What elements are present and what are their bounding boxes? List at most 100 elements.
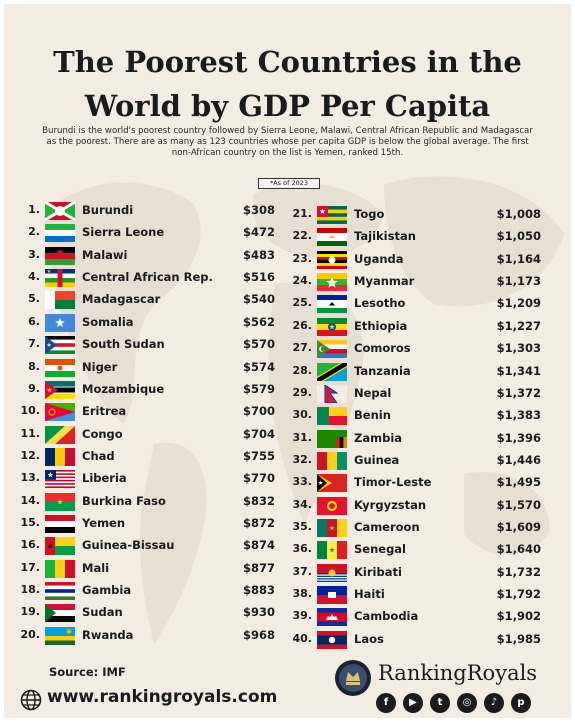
- tajikistan-flag: [317, 228, 347, 247]
- nepal-flag: [317, 384, 347, 403]
- country-name: Burkina Faso: [82, 493, 166, 508]
- rank-number: 6.: [28, 314, 40, 328]
- timor-leste-flag: [317, 474, 347, 493]
- youtube-icon[interactable]: ▶: [403, 693, 423, 713]
- table-row: 16. Guinea-Bissau $874: [18, 536, 275, 556]
- country-name: Lesotho: [354, 296, 406, 311]
- table-row: 20. Rwanda $968: [18, 626, 275, 646]
- rank-number: 25.: [292, 296, 313, 310]
- rank-number: 30.: [292, 408, 313, 422]
- table-row: 5. Madagascar $540: [18, 290, 275, 310]
- guinea-bissau-flag: [45, 537, 75, 556]
- table-row: 21. Togo $1,008: [290, 205, 541, 225]
- eritrea-flag: [45, 403, 75, 422]
- table-row: 9. Mozambique $579: [18, 380, 275, 400]
- gdp-value: $1,792: [496, 587, 541, 601]
- table-row: 27. Comoros $1,303: [290, 339, 541, 359]
- gdp-value: $872: [242, 515, 275, 530]
- country-name: Cambodia: [354, 609, 419, 624]
- table-row: 15. Yemen $872: [18, 514, 275, 534]
- rank-number: 2.: [28, 225, 40, 239]
- country-name: Ethiopia: [354, 318, 408, 333]
- mali-flag: [45, 559, 75, 578]
- lesotho-flag: [317, 295, 347, 314]
- south-sudan-flag: [45, 336, 75, 355]
- table-row: 33. Timor-Leste $1,495: [290, 473, 541, 493]
- rank-number: 9.: [28, 381, 40, 395]
- country-name: Sudan: [82, 605, 123, 620]
- benin-flag: [317, 407, 347, 426]
- as-of-badge: *As of 2023: [258, 178, 320, 189]
- country-name: Burundi: [82, 203, 134, 217]
- gdp-value: $1,227: [496, 318, 541, 333]
- tiktok-icon[interactable]: ♪: [484, 693, 504, 713]
- facebook-icon[interactable]: f: [376, 693, 396, 713]
- gdp-value: $1,732: [496, 564, 541, 579]
- rank-number: 4.: [28, 270, 40, 284]
- gdp-value: $1,341: [496, 363, 541, 378]
- source-note: Source: IMF: [49, 665, 126, 679]
- globe-icon: [20, 689, 42, 711]
- tanzania-flag: [317, 362, 347, 381]
- rank-number: 38.: [292, 587, 313, 600]
- table-row: 8. Niger $574: [18, 358, 275, 378]
- table-row: 34. Kyrgyzstan $1,570: [290, 496, 541, 516]
- country-name: Gambia: [82, 583, 132, 597]
- country-name: Congo: [82, 426, 123, 441]
- country-name: Togo: [354, 207, 385, 221]
- gdp-value: $1,570: [496, 497, 541, 512]
- comoros-flag: [317, 340, 347, 359]
- rwanda-flag: [45, 626, 75, 645]
- country-name: Timor-Leste: [354, 475, 432, 490]
- rank-number: 17.: [20, 560, 41, 574]
- brand-name: RankingRoyals: [378, 661, 538, 685]
- kyrgyzstan-flag: [317, 496, 347, 515]
- country-name: Laos: [354, 631, 384, 646]
- rank-number: 7.: [28, 337, 40, 351]
- table-row: 14. Burkina Faso $832: [18, 492, 275, 512]
- table-row: 28. Tanzania $1,341: [290, 362, 541, 382]
- ethiopia-flag: [317, 317, 347, 336]
- country-name: Kiribati: [354, 564, 402, 579]
- haiti-flag: [317, 586, 347, 604]
- country-name: Niger: [82, 359, 118, 374]
- table-row: 38. Haiti $1,792: [290, 585, 541, 605]
- rank-number: 16.: [20, 538, 41, 552]
- rank-number: 13.: [20, 471, 41, 485]
- pinterest-icon[interactable]: p: [511, 693, 531, 713]
- rank-number: 32.: [292, 452, 313, 466]
- gdp-value: $574: [242, 359, 275, 374]
- table-row: 24. Myanmar $1,173: [290, 272, 541, 292]
- gdp-value: $562: [242, 314, 275, 329]
- instagram-icon[interactable]: ◎: [457, 693, 477, 713]
- title-line-2: World by GDP Per Capita: [84, 89, 491, 123]
- rank-number: 10.: [20, 404, 41, 418]
- myanmar-flag: [317, 273, 347, 292]
- country-name: Malawi: [82, 247, 128, 262]
- country-name: Cameroon: [354, 519, 420, 534]
- madagascar-flag: [45, 291, 75, 310]
- gdp-value: $579: [242, 381, 275, 396]
- table-row: 12. Chad $755: [18, 447, 275, 467]
- rank-number: 29.: [292, 385, 313, 399]
- gdp-value: $1,640: [496, 542, 541, 557]
- cameroon-flag: [317, 518, 347, 537]
- yemen-flag: [45, 514, 75, 533]
- central-african-republic-flag: [45, 269, 75, 288]
- table-row: 23. Uganda $1,164: [290, 250, 541, 270]
- country-name: Nepal: [354, 385, 392, 400]
- rank-number: 31.: [292, 430, 313, 444]
- country-name: Senegal: [354, 542, 407, 557]
- gdp-value: $540: [242, 292, 275, 307]
- cambodia-flag: [317, 608, 347, 627]
- senegal-flag: [317, 541, 347, 560]
- rank-number: 27.: [292, 341, 313, 355]
- table-row: 31. Zambia $1,396: [290, 429, 541, 449]
- twitter-icon[interactable]: t: [430, 693, 450, 713]
- website-url[interactable]: www.rankingroyals.com: [47, 687, 278, 707]
- gdp-value: $877: [242, 560, 275, 575]
- gdp-value: $770: [242, 471, 275, 486]
- table-row: 39. Cambodia $1,902: [290, 607, 541, 627]
- country-name: Guinea-Bissau: [82, 538, 175, 553]
- malawi-flag: [45, 246, 75, 265]
